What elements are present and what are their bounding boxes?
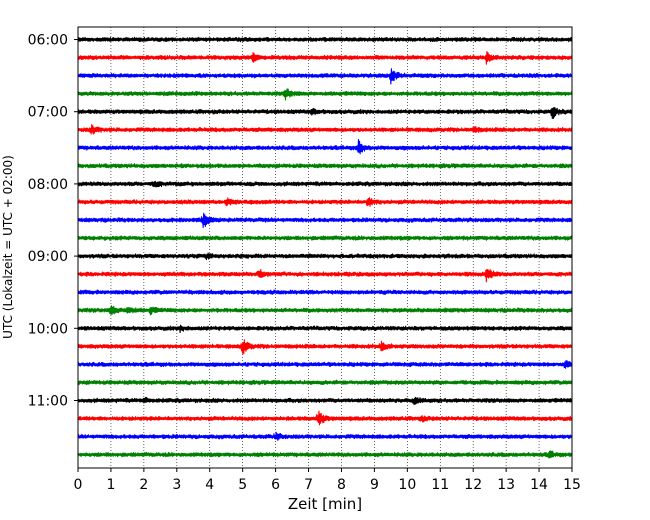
trace-0615 xyxy=(77,50,573,65)
x-tick-label: 6 xyxy=(271,477,280,493)
plot-background xyxy=(78,27,572,468)
x-axis: 0 1 2 3 4 5 6 7 8 9 10 11 12 13 14 15 xyxy=(74,468,581,493)
x-tick-label: 8 xyxy=(337,477,346,493)
x-tick-label: 12 xyxy=(464,477,482,493)
x-tick-label: 15 xyxy=(563,477,581,493)
x-tick-label: 9 xyxy=(370,477,379,493)
x-tick-label: 2 xyxy=(139,477,148,493)
trace-0915 xyxy=(77,268,573,283)
y-tick-label: 07:00 xyxy=(28,105,68,121)
trace-1130 xyxy=(77,431,573,441)
trace-0900 xyxy=(77,252,573,261)
x-axis-title: Zeit [min] xyxy=(288,495,362,513)
plot-frame xyxy=(77,26,573,469)
trace-0645 xyxy=(77,88,573,101)
trace-1000 xyxy=(77,324,573,334)
trace-0830 xyxy=(77,212,573,228)
y-tick-label: 11:00 xyxy=(28,394,68,410)
x-tick-label: 3 xyxy=(172,477,181,493)
x-tick-label: 7 xyxy=(304,477,313,493)
trace-0845 xyxy=(77,235,573,241)
y-tick-label: 06:00 xyxy=(28,33,68,49)
y-tick-label: 09:00 xyxy=(28,249,68,265)
trace-0815 xyxy=(77,197,573,207)
x-tick-label: 0 xyxy=(74,477,83,493)
x-tick-label: 14 xyxy=(530,477,548,493)
trace-0930 xyxy=(77,289,573,296)
trace-0700 xyxy=(77,106,573,120)
y-axis-title: UTC (Lokalzeit = UTC + 02:00) xyxy=(1,155,15,339)
trace-1100 xyxy=(77,396,573,406)
x-tick-label: 10 xyxy=(398,477,416,493)
seismogram-traces xyxy=(77,36,573,459)
trace-1015 xyxy=(77,339,573,355)
trace-0715 xyxy=(77,124,573,135)
trace-0945 xyxy=(77,305,573,316)
trace-1045 xyxy=(77,379,573,386)
x-tick-label: 13 xyxy=(497,477,515,493)
x-tick-label: 1 xyxy=(106,477,115,493)
trace-1115 xyxy=(77,410,573,426)
y-axis: 06:00 07:00 08:00 09:00 10:00 11:00 xyxy=(28,33,78,410)
trace-1145 xyxy=(77,450,573,459)
trace-1030 xyxy=(77,360,573,369)
trace-0730 xyxy=(77,139,573,155)
y-tick-label: 08:00 xyxy=(28,177,68,193)
trace-0745 xyxy=(77,163,573,169)
x-tick-label: 5 xyxy=(238,477,247,493)
trace-0600 xyxy=(77,36,573,43)
x-tick-label: 11 xyxy=(431,477,449,493)
trace-0800 xyxy=(77,180,573,188)
x-tick-label: 4 xyxy=(205,477,214,493)
y-tick-label: 10:00 xyxy=(28,321,68,337)
trace-0630 xyxy=(77,68,573,85)
